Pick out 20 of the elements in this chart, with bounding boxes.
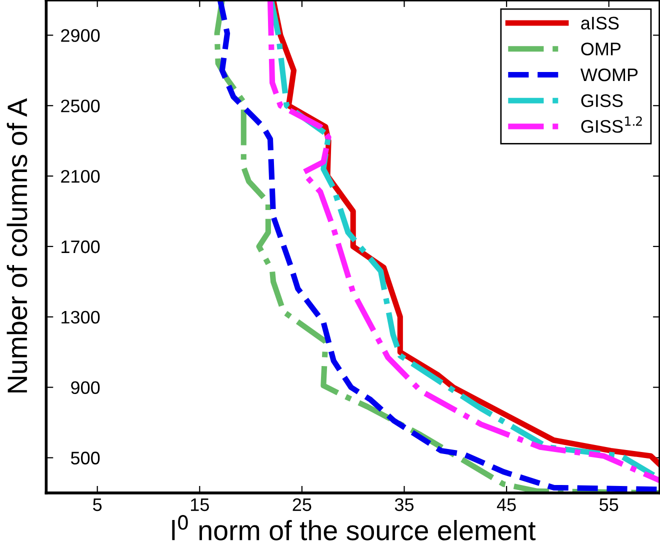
y-tick-label: 500 (70, 452, 100, 464)
x-tick-label: 15 (190, 498, 209, 512)
x-tick-label: 45 (496, 498, 516, 512)
x-tick-label: 5 (93, 498, 102, 512)
legend-label: aISS (581, 16, 619, 30)
y-tick-label: 2100 (61, 170, 100, 183)
x-tick-label: 55 (600, 498, 618, 512)
y-tick-label: 2500 (61, 100, 100, 112)
legend-label: GISS$^{1.2}$ (581, 116, 642, 133)
y-tick-label: 900 (71, 381, 100, 394)
y-tick-label: 2900 (61, 29, 100, 42)
legend-label: GISS (581, 94, 623, 108)
legend-label: WOMP (580, 68, 638, 82)
x-tick-label: 25 (292, 498, 312, 512)
x-tick-label: 35 (394, 498, 414, 512)
legend-label: OMP (581, 42, 621, 56)
y-tick-label: 1700 (62, 240, 100, 254)
y-axis-title: Number of columns of A (6, 98, 28, 392)
y-tick-label: 1300 (62, 310, 100, 324)
x-axis-title: l$^{0}$ norm of the source element (172, 515, 536, 540)
